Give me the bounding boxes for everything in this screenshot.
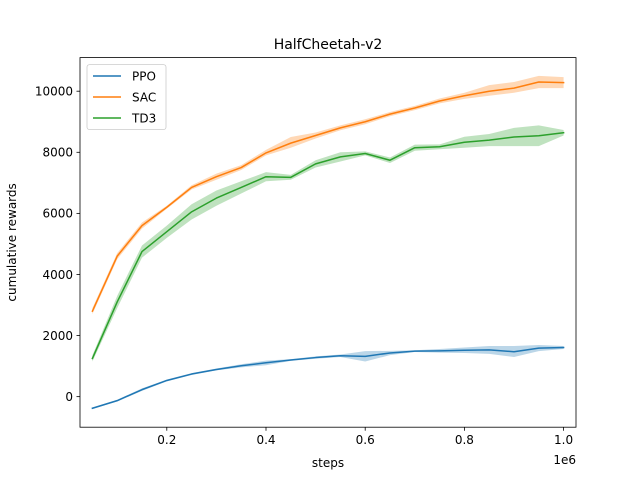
x-axis-ticks: 0.2 0.4 0.6 0.8 1.0 — [157, 427, 573, 447]
chart-title: HalfCheetah-v2 — [274, 37, 383, 53]
y-tick-label: 8000 — [42, 146, 73, 160]
legend-label-ppo: PPO — [132, 69, 156, 83]
x-tick-label: 0.6 — [356, 433, 375, 447]
line-td3 — [91, 131, 565, 360]
y-tick-label: 2000 — [42, 329, 73, 343]
plot-frame — [79, 57, 577, 428]
x-tick-label: 1.0 — [554, 433, 573, 447]
series-lines — [91, 81, 565, 410]
x-tick-label: 0.8 — [455, 433, 474, 447]
line-sac — [91, 81, 565, 313]
y-axis-title: cumulative rewards — [5, 183, 19, 301]
x-axis-title: steps — [312, 456, 344, 470]
x-axis-offset-label: 1e6 — [553, 453, 576, 467]
legend-box — [86, 64, 167, 130]
y-tick-label: 6000 — [42, 207, 73, 221]
legend: PPO SAC TD3 — [86, 64, 167, 130]
y-tick-label: 0 — [65, 390, 73, 404]
line-ppo — [91, 346, 565, 410]
legend-label-sac: SAC — [132, 90, 156, 104]
y-tick-label: 10000 — [35, 85, 73, 99]
x-tick-label: 0.2 — [157, 433, 176, 447]
legend-label-td3: TD3 — [131, 111, 156, 125]
y-axis-ticks: 0 2000 4000 6000 8000 10000 — [35, 85, 80, 404]
x-tick-label: 0.4 — [256, 433, 275, 447]
y-tick-label: 4000 — [42, 268, 73, 282]
